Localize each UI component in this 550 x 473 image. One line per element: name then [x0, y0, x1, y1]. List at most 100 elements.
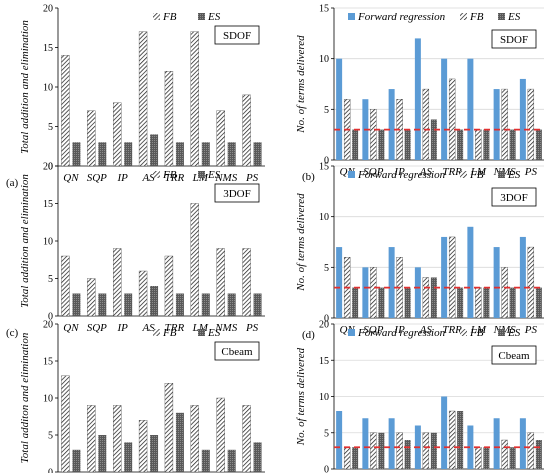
- x-category-label: IP: [393, 324, 405, 336]
- bar-forward-regression: [493, 418, 500, 469]
- bar-es: [404, 287, 411, 318]
- x-category-label: TRR: [442, 166, 462, 178]
- bar-es: [72, 293, 81, 316]
- bar-es: [201, 142, 210, 166]
- chart-legend: FB ES: [153, 169, 221, 181]
- bar-fb: [422, 88, 430, 161]
- bar-fb: [448, 236, 456, 319]
- bar-forward-regression: [467, 425, 474, 469]
- bar-es: [175, 412, 184, 472]
- x-category-label: AS: [419, 324, 433, 336]
- bar-fb: [242, 94, 251, 167]
- legend-label-es: ES: [207, 11, 221, 23]
- chart-panel-5: 0 5 10 15 20 Total additon and elimination QN S…: [19, 320, 265, 473]
- bar-fb: [138, 31, 148, 167]
- x-category-label: AS: [419, 166, 433, 178]
- bar-es: [457, 411, 464, 469]
- x-category-label: LM: [470, 324, 487, 336]
- bar-fb: [370, 432, 377, 470]
- legend-swatch-fb: [460, 329, 467, 336]
- case-label: 3DOF: [500, 192, 528, 204]
- bar-fb: [87, 278, 96, 317]
- bar-fb: [61, 255, 70, 317]
- y-tick-label: 10: [43, 394, 53, 405]
- bar-fb: [475, 447, 482, 470]
- y-tick-label: 5: [48, 274, 53, 285]
- legend-label-es: ES: [507, 327, 521, 339]
- bar-forward-regression: [441, 58, 448, 160]
- bar-forward-regression: [336, 247, 343, 318]
- y-tick-label: 5: [324, 428, 329, 439]
- bar-fb: [216, 110, 225, 167]
- bar-es: [201, 293, 210, 316]
- chart-panel-1: 0 5 10 15 20 Total addition and elimination QN…: [6, 4, 265, 189]
- bar-fb: [527, 246, 535, 319]
- bar-es: [352, 287, 359, 318]
- bar-fb: [216, 248, 225, 317]
- bar-es: [535, 440, 542, 469]
- bar-fb: [113, 248, 122, 317]
- x-category-label: NMS: [214, 322, 238, 334]
- legend-swatch-fb: [460, 171, 467, 178]
- x-category-label: AS: [141, 322, 155, 334]
- legend-label-es: ES: [207, 327, 221, 339]
- x-category-label: AS: [141, 172, 155, 184]
- legend-label-es: ES: [507, 169, 521, 181]
- bar-fb: [61, 55, 70, 167]
- x-category-label: NMS: [214, 172, 238, 184]
- legend-swatch-es: [198, 13, 205, 20]
- y-tick-label: 0: [324, 314, 329, 325]
- bar-fb: [87, 110, 96, 167]
- legend-label-fb: FB: [469, 11, 484, 23]
- bar-es: [509, 287, 516, 318]
- chart-legend: Forward regression FB ES: [348, 327, 521, 339]
- bar-fb: [501, 267, 508, 319]
- bar-forward-regression: [493, 247, 500, 318]
- legend-label-es: ES: [207, 169, 221, 181]
- chart-legend: FB ES: [153, 327, 221, 339]
- bar-es: [227, 293, 236, 316]
- bar-fb: [501, 88, 508, 161]
- x-category-label: SQP: [363, 166, 383, 178]
- panel-label: (c): [6, 327, 19, 339]
- bar-fb: [61, 375, 70, 473]
- legend-swatch-forward-regression: [348, 329, 355, 336]
- bar-es: [175, 142, 184, 166]
- legend-swatch-es: [498, 171, 505, 178]
- bar-fb: [164, 255, 174, 317]
- legend-label-forward-regression: Forward regression: [357, 169, 446, 181]
- bar-forward-regression: [388, 89, 395, 160]
- legend-swatch-forward-regression: [348, 171, 355, 178]
- y-tick-label: 15: [319, 4, 329, 15]
- bar-fb: [448, 410, 456, 470]
- bar-forward-regression: [414, 267, 421, 318]
- bar-es: [227, 142, 236, 166]
- y-tick-label: 10: [43, 237, 53, 248]
- bar-es: [352, 129, 359, 160]
- x-category-label: PS: [245, 322, 259, 334]
- legend-swatch-es: [498, 13, 505, 20]
- y-tick-label: 20: [43, 162, 53, 173]
- panel-label: (a): [6, 177, 19, 189]
- bar-fb: [448, 78, 456, 161]
- bar-fb: [113, 405, 122, 473]
- y-tick-label: 0: [324, 465, 329, 473]
- bar-fb: [190, 31, 199, 167]
- bar-es: [509, 129, 516, 160]
- bar-es: [430, 432, 437, 469]
- bar-es: [72, 449, 81, 472]
- x-category-label: IP: [116, 322, 128, 334]
- y-axis-label: No. of terms delivered: [295, 35, 307, 134]
- bar-es: [430, 119, 437, 160]
- bar-es: [253, 142, 262, 166]
- y-tick-label: 15: [43, 43, 53, 54]
- panel-label: (d): [302, 329, 315, 341]
- bar-fb: [422, 277, 430, 319]
- legend-swatch-es: [198, 171, 205, 178]
- legend-label-es: ES: [507, 11, 521, 23]
- bar-fb: [343, 447, 351, 470]
- bar-es: [483, 287, 490, 318]
- legend-swatch-es: [198, 329, 205, 336]
- bar-fb: [370, 267, 377, 319]
